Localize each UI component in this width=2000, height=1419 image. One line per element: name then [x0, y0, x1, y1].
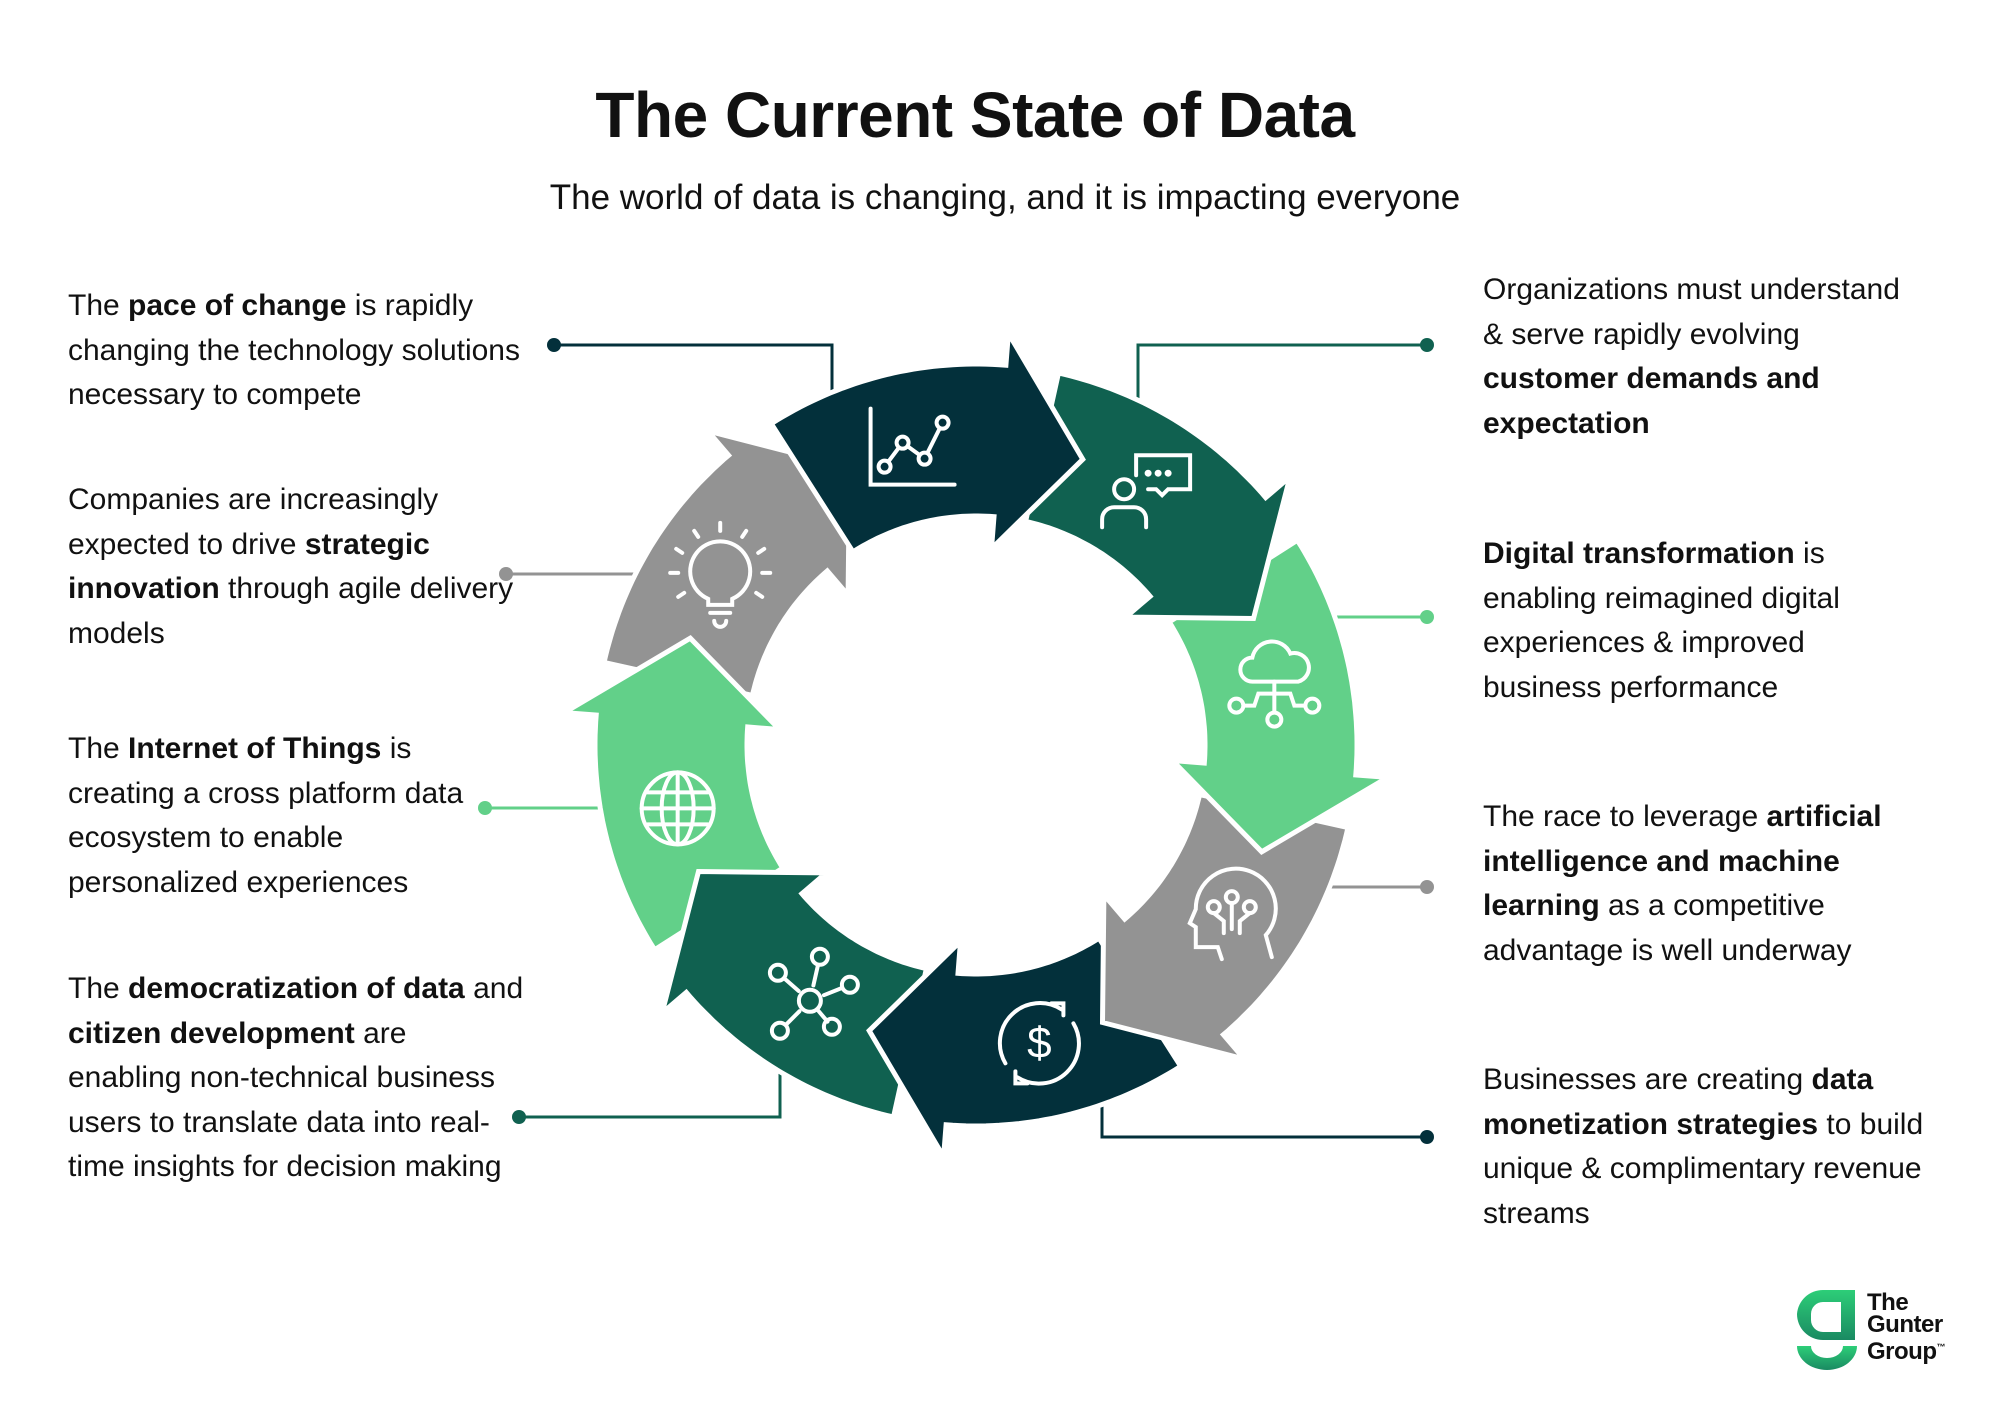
body-text: is creating a cross platform data ecosys…: [68, 732, 464, 899]
cycle-arrow-segment: [1022, 369, 1295, 622]
left-text-internet-of-things: The Internet of Things is creating a cro…: [68, 727, 488, 905]
person-chat-icon: [1100, 453, 1193, 530]
body-text: to build unique & complimentary revenue …: [1483, 1107, 1924, 1230]
connector-dot: [478, 801, 492, 815]
right-text-digital-transformation: Digital transformation is enabling reima…: [1483, 532, 1923, 710]
emphasis-text: pace of change: [128, 289, 347, 322]
connector-line: [554, 343, 834, 393]
left-text-strategic-innovation: Companies are increasingly expected to d…: [68, 478, 528, 656]
emphasis-text: data monetization strategies: [1483, 1063, 1874, 1141]
right-text-data-monetization: Businesses are creating data monetizatio…: [1483, 1058, 1953, 1236]
body-text: is rapidly changing the technology solut…: [68, 289, 520, 411]
body-text: Organizations must understand & serve ra…: [1483, 273, 1900, 351]
ai-head-icon: [1187, 866, 1278, 962]
body-text: are enabling non-technical business user…: [68, 1016, 502, 1184]
page-title: The Current State of Data: [595, 79, 1355, 151]
emphasis-text: Digital transformation: [1483, 537, 1795, 570]
connector-dot: [1420, 1130, 1434, 1144]
right-text-ai-ml: The race to leverage artificial intellig…: [1483, 795, 1953, 973]
cloud-network-icon: [1227, 639, 1322, 729]
dollar-cycle-icon: $: [997, 1001, 1081, 1086]
body-text: is enabling reimagined digital experienc…: [1483, 537, 1840, 704]
emphasis-text: customer demands and expectation: [1483, 362, 1820, 440]
body-text: The: [68, 972, 129, 1005]
cycle-arrow-segment: [657, 868, 930, 1121]
connector-dot: [512, 1110, 526, 1124]
network-hub-icon: [767, 946, 860, 1041]
body-text: through agile delivery models: [68, 572, 514, 650]
connector-dot: [1420, 880, 1434, 894]
emphasis-text: artificial intelligence and machine lear…: [1483, 800, 1882, 922]
line-chart-icon: [868, 406, 957, 487]
connector-line: [519, 1073, 782, 1119]
connector-dot: [1420, 610, 1434, 624]
left-text-democratization: The democratization of data and citizen …: [68, 967, 528, 1190]
logo-line-2: Gunter: [1867, 1311, 1943, 1338]
body-text: Companies are increasingly expected to d…: [68, 483, 439, 561]
body-text: The: [68, 289, 129, 322]
gunter-group-logo: The Gunter Group™: [1795, 1288, 1975, 1378]
body-text: and: [464, 972, 524, 1005]
globe-icon: [639, 770, 716, 847]
body-text: Businesses are creating: [1483, 1063, 1812, 1096]
body-text: The race to leverage: [1483, 800, 1767, 833]
emphasis-text: citizen development: [68, 1016, 355, 1050]
connector-line: [1136, 343, 1427, 399]
lightbulb-icon: [668, 520, 773, 629]
logo-g-mark-icon: [1797, 1289, 1857, 1370]
logo-line-3-text: Group: [1867, 1338, 1937, 1365]
logo-line-3: Group™: [1867, 1336, 1946, 1365]
connector-dot: [499, 567, 513, 581]
connector-dot: [547, 338, 561, 352]
cycle-arrow-segment: [767, 325, 1086, 556]
left-text-pace-of-change: The pace of change is rapidly changing t…: [68, 284, 548, 418]
logo-line-1: The: [1867, 1289, 1909, 1316]
emphasis-text: strategic innovation: [68, 527, 430, 606]
logo-trademark: ™: [1936, 1342, 1946, 1352]
page-subtitle: The world of data is changing, and it is…: [549, 178, 1461, 217]
emphasis-text: democratization of data: [128, 972, 465, 1005]
body-text: The: [68, 732, 129, 765]
emphasis-text: Internet of Things: [128, 732, 382, 765]
right-text-customer-demands: Organizations must understand & serve ra…: [1483, 268, 1923, 446]
logo-wordmark: The Gunter Group™: [1867, 1289, 1946, 1365]
connector-line: [1100, 1105, 1427, 1139]
svg-text:$: $: [1027, 1018, 1051, 1067]
body-text: as a competitive advantage is well under…: [1483, 889, 1852, 967]
connector-dot: [1420, 338, 1434, 352]
